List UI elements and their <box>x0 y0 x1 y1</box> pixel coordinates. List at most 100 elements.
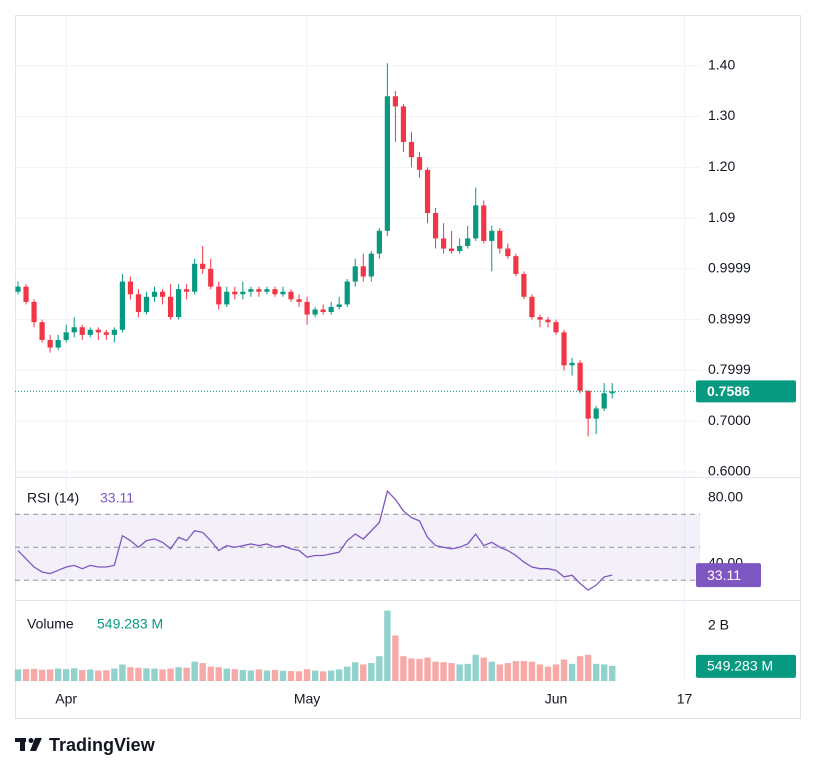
volume-bar <box>536 664 544 681</box>
volume-legend-value: 549.283 M <box>97 616 163 632</box>
candle-body <box>184 289 190 292</box>
rsi-badge-label: 33.11 <box>707 567 741 583</box>
y-tick-label: 0.7999 <box>708 361 751 377</box>
volume-bar <box>440 662 447 681</box>
volume-bar <box>183 667 190 681</box>
candle-body <box>376 230 382 254</box>
candle-body <box>248 289 254 292</box>
candle-body <box>561 332 567 366</box>
volume-bar <box>319 671 327 681</box>
volume-bar <box>38 669 46 681</box>
candle-body <box>71 327 77 333</box>
candle-body <box>513 256 519 274</box>
volume-bar <box>327 670 335 681</box>
candle-body <box>304 301 310 315</box>
candle-body <box>240 291 246 295</box>
y-tick-label: 1.20 <box>708 158 735 174</box>
volume-bar <box>592 663 600 681</box>
volume-bar <box>360 664 367 681</box>
candle-body <box>424 169 431 214</box>
rsi-tick-label: 80.00 <box>708 488 743 504</box>
volume-bar <box>520 661 528 681</box>
axis-layer: 1.40 1.30 1.20 1.09 0.9999 0.8999 0.7999 0.7000… <box>55 56 751 706</box>
volume-bar <box>512 661 520 681</box>
volume-bar <box>207 666 214 681</box>
y-tick-label: 0.6000 <box>708 463 751 479</box>
y-tick-label: 0.7000 <box>708 412 751 428</box>
volume-bar <box>488 661 495 681</box>
candle-body <box>545 319 551 323</box>
volume-bar <box>239 669 247 681</box>
volume-bar <box>263 670 271 681</box>
candle-body <box>288 291 294 300</box>
y-tick-label: 0.8999 <box>708 310 751 326</box>
candle-body <box>312 309 318 315</box>
candle-body <box>521 273 527 297</box>
volume-bar <box>472 654 479 681</box>
volume-bar <box>456 664 463 681</box>
volume-bar <box>119 664 126 681</box>
candle-body <box>224 291 230 305</box>
candle-body <box>320 309 326 313</box>
candle-body <box>232 291 238 295</box>
volume-bar <box>568 663 576 681</box>
volume-bar <box>609 665 616 681</box>
volume-bar <box>22 669 30 681</box>
candle-body <box>416 157 423 170</box>
logo-shape <box>28 738 34 743</box>
candle-body <box>400 106 407 142</box>
volume-bar <box>79 669 86 681</box>
volume-bar <box>303 669 311 681</box>
candle-body <box>328 306 334 313</box>
rsi-legend-name: RSI (14) <box>27 490 79 506</box>
y-tick-label: 1.40 <box>708 56 735 72</box>
last-price-label: 0.7586 <box>707 383 750 399</box>
candle-body <box>505 248 511 257</box>
volume-bar <box>167 668 174 681</box>
candle-body <box>87 329 93 335</box>
volume-bar <box>448 663 455 681</box>
volume-bar <box>143 668 150 681</box>
volume-bar <box>279 670 287 681</box>
last-price-badge <box>696 380 796 403</box>
volume-bar <box>295 671 303 681</box>
volume-bar <box>223 668 230 681</box>
candle-body <box>143 296 150 313</box>
candle-body <box>63 332 69 340</box>
candle-body <box>336 304 342 307</box>
candle-body <box>47 339 53 348</box>
volume-bar <box>408 658 415 681</box>
volume-bar <box>111 668 118 681</box>
volume-bar <box>480 657 487 681</box>
volume-bar <box>151 668 158 681</box>
candle-body <box>473 205 479 239</box>
volume-bar <box>14 669 22 681</box>
candle-body <box>167 296 174 318</box>
candle-body <box>264 289 270 292</box>
volume-bar <box>504 663 512 681</box>
x-tick-label: Apr <box>55 691 77 707</box>
volume-bar <box>135 667 142 681</box>
logo-shape <box>30 738 42 751</box>
candle-body <box>569 362 575 366</box>
volume-bar <box>336 669 343 681</box>
volume-bar <box>54 668 62 681</box>
volume-bar <box>376 656 383 681</box>
volume-bar <box>71 668 78 681</box>
volume-bar <box>159 669 166 681</box>
volume-bar <box>384 610 391 681</box>
volume-bar <box>544 666 552 681</box>
candle-body <box>432 213 439 239</box>
candle-body <box>159 291 166 297</box>
volume-bar <box>271 669 279 681</box>
volume-bar <box>231 669 239 681</box>
volume-bar <box>103 670 110 681</box>
candle-body <box>440 238 447 249</box>
candle-body <box>553 322 559 333</box>
volume-bar <box>127 667 134 681</box>
volume-bar <box>496 664 503 681</box>
candle-body <box>119 281 125 330</box>
volume-bar <box>199 663 206 681</box>
candle-body <box>585 390 591 419</box>
candle-body <box>216 286 222 305</box>
